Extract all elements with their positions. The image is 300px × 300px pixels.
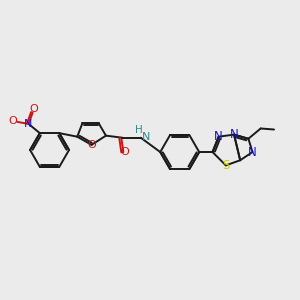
Text: O: O (29, 103, 38, 113)
Text: N: N (24, 119, 33, 129)
Text: N: N (214, 130, 223, 143)
Text: O: O (120, 147, 129, 157)
Text: N: N (248, 146, 257, 158)
Text: O: O (87, 140, 96, 150)
Text: N: N (142, 132, 150, 142)
Text: S: S (222, 159, 230, 172)
Text: N: N (230, 128, 239, 141)
Text: H: H (135, 124, 142, 134)
Text: O: O (9, 116, 18, 126)
